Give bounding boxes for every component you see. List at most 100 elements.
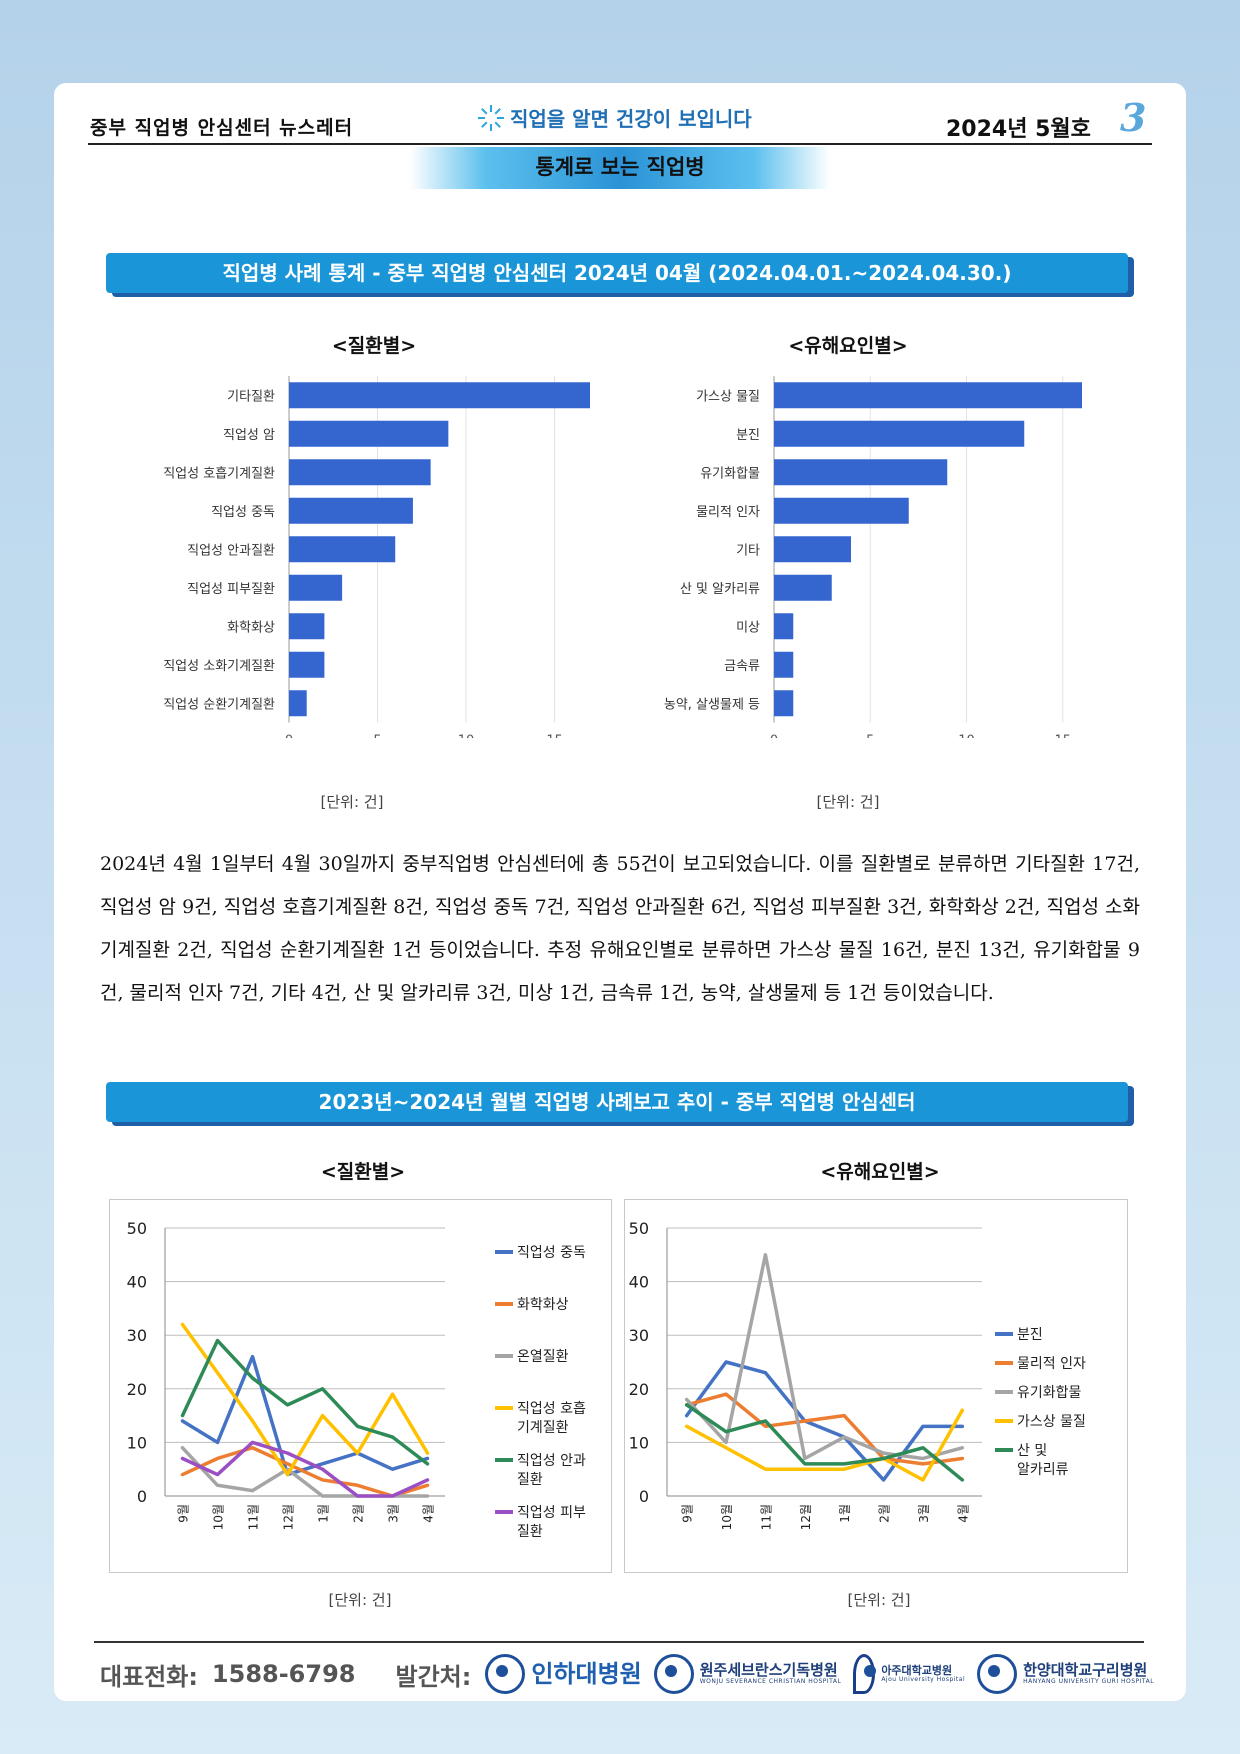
hospital-name: 인하대병원 <box>531 1660 642 1688</box>
y-tick-label: 20 <box>127 1380 147 1399</box>
series-line <box>684 1360 965 1482</box>
newsletter-name: 중부 직업병 안심센터 뉴스레터 <box>90 117 354 139</box>
bar <box>289 651 325 678</box>
x-tick-label: 2월 <box>878 1504 892 1523</box>
x-tick-label: 15 <box>546 734 563 739</box>
logo-inha: 인하대병원 <box>485 1654 642 1694</box>
y-tick-label: 50 <box>127 1219 147 1238</box>
bar <box>774 382 1082 409</box>
footer: 대표전화: 1588-6798 발간처: 인하대병원 원주세브란스기독병원 WO… <box>100 1649 1166 1699</box>
legend-label: 물리적 인자 <box>1017 1356 1086 1372</box>
hospital-subname: Ajou University Hospital <box>881 1676 966 1683</box>
series-line <box>684 1253 965 1461</box>
series-line <box>180 1446 430 1498</box>
bar-chart1-title: <질환별> <box>331 335 417 357</box>
x-tick-label: 10월 <box>212 1504 226 1530</box>
section1-title: 직업병 사례 통계 - 중부 직업병 안심센터 2024년 04월 (2024.… <box>106 253 1128 293</box>
x-tick-label: 12월 <box>799 1504 813 1530</box>
legend-label: 직업성 피부 질환 <box>517 1505 586 1540</box>
hospital-name: 한양대학교구리병원 <box>1023 1661 1148 1679</box>
x-tick-label: 10월 <box>720 1504 734 1530</box>
category-label: 농약, 살생물제 등 <box>664 697 760 712</box>
y-tick-label: 10 <box>127 1433 147 1452</box>
category-label: 직업성 호흡기계질환 <box>163 466 275 481</box>
y-tick-label: 20 <box>629 1380 649 1399</box>
phone-number[interactable]: 1588-6798 <box>211 1660 356 1688</box>
x-tick-label: 4월 <box>956 1504 970 1523</box>
y-tick-label: 40 <box>127 1273 147 1292</box>
series-line <box>180 1338 430 1466</box>
category-label: 기타 <box>736 543 760 558</box>
category-label: 산 및 알카리류 <box>680 582 760 597</box>
hospital-seal-icon <box>485 1654 526 1694</box>
x-tick-label: 11월 <box>247 1504 261 1530</box>
bar <box>774 613 794 640</box>
category-label: 분진 <box>736 428 760 443</box>
x-tick-label: 3월 <box>387 1504 401 1523</box>
line-chart2-frame: 0 10 20 30 40 50 9월 10월 11월 12월 1월 2월 3월 4월 분진 물리적 인자 유기… <box>624 1199 1128 1573</box>
category-label: 미상 <box>736 620 760 635</box>
header-divider <box>88 143 1152 145</box>
category-label: 직업성 중독 <box>211 505 275 520</box>
line-chart-disease: 0 10 20 30 40 50 9월 10월 11월 12월 1월 2월 3월 4월 직업성 중독화학화상… <box>127 1219 586 1540</box>
legend-label: 직업성 호흡 기계질환 <box>517 1401 586 1436</box>
legend-label: 직업성 중독 <box>517 1245 586 1261</box>
category-label: 가스상 물질 <box>696 389 760 404</box>
section2-title: 2023년~2024년 월별 직업병 사례보고 추이 - 중부 직업병 안심센터 <box>106 1082 1128 1122</box>
issue-date: 2024년 5월호 <box>946 117 1091 142</box>
y-tick-label: 50 <box>629 1219 649 1238</box>
x-tick-label: 11월 <box>759 1504 773 1530</box>
x-tick-label: 9월 <box>177 1504 191 1523</box>
bar <box>289 536 396 563</box>
legend-label: 가스상 물질 <box>1017 1414 1086 1430</box>
x-tick-label: 2월 <box>352 1504 366 1523</box>
bar <box>289 613 325 640</box>
line-chart1-title: <질환별> <box>320 1161 406 1183</box>
bar <box>289 497 413 524</box>
unit-label-1: [단위: 건] <box>320 793 384 811</box>
x-tick-label: 5 <box>373 734 381 739</box>
y-tick-label: 30 <box>127 1326 147 1345</box>
x-tick-label: 1월 <box>317 1504 331 1523</box>
category-label: 직업성 순환기계질환 <box>163 697 275 712</box>
summary-paragraph: 2024년 4월 1일부터 4월 30일까지 중부직업병 안심센터에 총 55건… <box>100 853 1140 1004</box>
hospital-name: 아주대학교병원 <box>881 1664 953 1677</box>
legend-label: 온열질환 <box>517 1349 569 1365</box>
category-label: 물리적 인자 <box>696 505 760 520</box>
x-tick-label: 1월 <box>838 1504 852 1523</box>
y-tick-label: 10 <box>629 1433 649 1452</box>
hospital-subname: HANYANG UNIVERSITY GURI HOSPITAL <box>1023 1678 1155 1685</box>
x-tick-label: 10 <box>458 734 475 739</box>
page-number: 3 <box>1120 95 1147 140</box>
x-tick-label: 0 <box>770 734 778 739</box>
unit-label-3: [단위: 건] <box>328 1591 392 1609</box>
logo-hanyang: 한양대학교구리병원 HANYANG UNIVERSITY GURI HOSPIT… <box>977 1654 1154 1694</box>
x-tick-label: 4월 <box>422 1504 436 1523</box>
x-tick-label: 5 <box>866 734 874 739</box>
bar <box>774 420 1025 447</box>
bar <box>774 536 851 563</box>
logo-ajou: 아주대학교병원 Ajou University Hospital <box>853 1654 965 1694</box>
hospital-name: 원주세브란스기독병원 <box>699 1661 838 1679</box>
series-line <box>180 1440 430 1498</box>
unit-label-4: [단위: 건] <box>847 1591 911 1609</box>
bar <box>289 574 343 601</box>
x-tick-label: 0 <box>285 734 293 739</box>
footer-divider <box>94 1641 1144 1643</box>
series-line <box>684 1392 965 1466</box>
hospital-seal-icon <box>853 1654 877 1694</box>
x-tick-label: 10 <box>958 734 975 739</box>
newsletter-page: 중부 직업병 안심센터 뉴스레터 직업을 알면 건강이 보입니다 2024년 5… <box>54 83 1186 1701</box>
bar <box>774 459 948 486</box>
slogan-text: 직업을 알면 건강이 보입니다 <box>510 107 752 131</box>
series-line <box>684 1408 965 1482</box>
series-line <box>684 1403 965 1482</box>
bar-chart2-title: <유해요인별> <box>788 335 908 357</box>
bar <box>774 690 794 717</box>
category-label: 직업성 암 <box>223 428 275 443</box>
line-chart1-frame: 0 10 20 30 40 50 9월 10월 11월 12월 1월 2월 3월 4월 직업성 중독 화학화상… <box>109 1199 612 1573</box>
legend-label: 산 및 알카리류 <box>1017 1443 1069 1478</box>
legend-label: 직업성 안과 질환 <box>517 1453 586 1488</box>
category-label: 직업성 피부질환 <box>187 582 275 597</box>
